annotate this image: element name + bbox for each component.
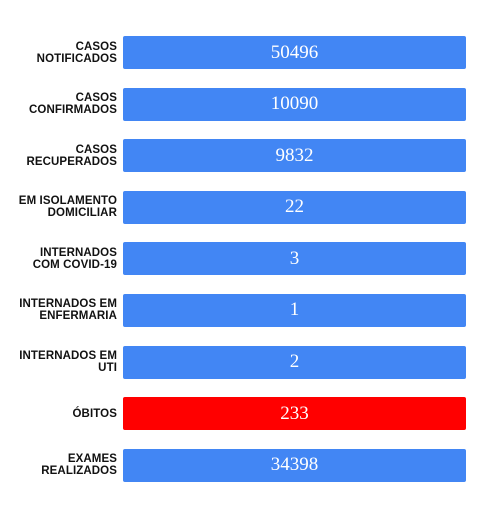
stats-panel: CASOS NOTIFICADOS 50496 CASOS CONFIRMADO… [0, 36, 495, 500]
stat-label: ÓBITOS [0, 397, 117, 430]
stat-value-bar: 10090 [123, 87, 466, 121]
stat-row-notificados: CASOS NOTIFICADOS 50496 [0, 36, 495, 69]
stat-row-isolamento: EM ISOLAMENTO DOMICILIAR 22 [0, 190, 495, 224]
stat-value-bar: 2 [123, 345, 466, 379]
stat-label: CASOS RECUPERADOS [0, 139, 117, 172]
stat-label-line2: NOTIFICADOS [36, 52, 117, 65]
stat-value-bar: 50496 [123, 36, 466, 69]
stat-label-line1: EM ISOLAMENTO [18, 195, 117, 208]
stat-label: EM ISOLAMENTO DOMICILIAR [0, 191, 117, 224]
stat-label-line1: CASOS [75, 40, 117, 53]
stat-value-bar: 1 [123, 293, 466, 327]
stat-value-bar: 34398 [123, 448, 466, 482]
stat-label: CASOS NOTIFICADOS [0, 36, 117, 69]
stat-label-line2: RECUPERADOS [26, 155, 117, 168]
stat-value-bar: 3 [123, 242, 466, 276]
stat-value-bar: 9832 [123, 139, 466, 173]
stat-row-enfermaria: INTERNADOS EM ENFERMARIA 1 [0, 293, 495, 327]
stat-row-internados-covid: INTERNADOS COM COVID-19 3 [0, 242, 495, 276]
stat-label: INTERNADOS COM COVID-19 [0, 242, 117, 275]
stat-label-line2: DOMICILIAR [47, 207, 117, 220]
stat-label-line2: UTI [98, 362, 117, 375]
stat-label: EXAMES REALIZADOS [0, 449, 117, 482]
stat-label: INTERNADOS EM UTI [0, 346, 117, 379]
stat-label-line1: CASOS [75, 143, 117, 156]
stat-row-obitos: ÓBITOS 233 [0, 397, 495, 431]
stat-label-line2: ENFERMARIA [39, 310, 117, 323]
stat-label-line2: REALIZADOS [41, 465, 117, 478]
stat-row-exames: EXAMES REALIZADOS 34398 [0, 448, 495, 482]
stat-label: CASOS CONFIRMADOS [0, 88, 117, 121]
stat-row-recuperados: CASOS RECUPERADOS 9832 [0, 139, 495, 173]
stat-label-line1: INTERNADOS EM [19, 298, 117, 311]
stat-label-line1: EXAMES [67, 453, 117, 466]
stat-label-line2: CONFIRMADOS [29, 104, 117, 117]
stat-label-line2: COM COVID-19 [32, 258, 117, 271]
stat-row-uti: INTERNADOS EM UTI 2 [0, 345, 495, 379]
stat-label-line1: ÓBITOS [72, 407, 117, 420]
stat-label: INTERNADOS EM ENFERMARIA [0, 294, 117, 327]
stat-value-bar: 22 [123, 190, 466, 224]
stat-label-line1: CASOS [75, 92, 117, 105]
stat-label-line1: INTERNADOS [39, 246, 117, 259]
stat-value-bar: 233 [123, 397, 466, 431]
stat-row-confirmados: CASOS CONFIRMADOS 10090 [0, 87, 495, 121]
stat-label-line1: INTERNADOS EM [19, 350, 117, 363]
